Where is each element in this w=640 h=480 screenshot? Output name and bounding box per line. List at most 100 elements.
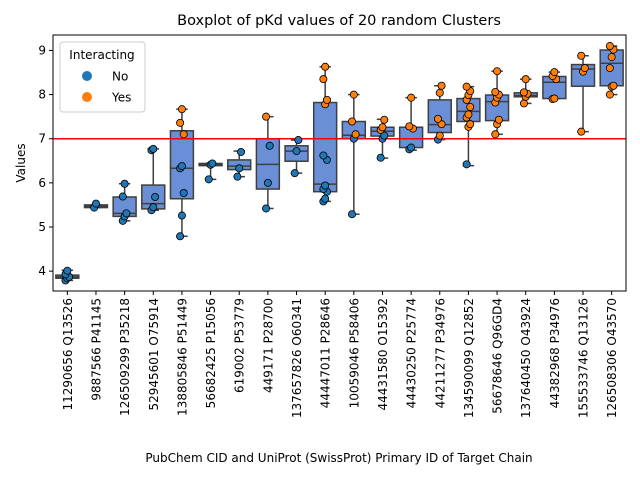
x-tick-label: 137640450 O43924 [519, 298, 533, 418]
data-point [263, 178, 272, 187]
y-tick-label: 5 [38, 220, 46, 234]
data-point [466, 102, 475, 111]
y-tick-label: 4 [38, 264, 46, 278]
x-tick-label: 56678646 Q96GD4 [491, 298, 505, 414]
data-point [435, 131, 444, 140]
data-point [605, 90, 614, 99]
data-point [577, 127, 586, 136]
data-point [120, 179, 129, 188]
plot-area [53, 42, 626, 285]
x-tick-label: 44447011 P28646 [319, 298, 333, 408]
data-point [262, 204, 271, 213]
data-point [322, 95, 331, 104]
x-tick-label: 44431580 O15392 [376, 298, 390, 411]
data-point [292, 147, 301, 156]
x-tick-label: 155533746 Q13126 [577, 298, 591, 418]
data-point [407, 143, 416, 152]
data-point [466, 120, 475, 129]
data-point [577, 51, 586, 60]
legend-label: Yes [111, 91, 131, 105]
data-point [177, 211, 186, 220]
data-point [290, 169, 299, 178]
data-point [462, 160, 471, 169]
data-point [380, 115, 389, 124]
data-point [122, 209, 131, 218]
x-tick-label: 44430250 P25774 [405, 298, 419, 408]
x-tick-label: 11290656 Q13526 [61, 298, 75, 411]
data-point [519, 88, 528, 97]
data-point [550, 68, 559, 77]
x-axis-label: PubChem CID and UniProt (SwissProt) Prim… [145, 451, 532, 465]
data-point [177, 162, 186, 171]
data-point [491, 130, 500, 139]
legend: Interacting No Yes [59, 41, 146, 113]
axes: 4 5 6 7 8 9 11290656 Q13526 9887566 P41145 12650… [38, 34, 627, 418]
data-point [378, 123, 387, 132]
data-point [376, 153, 385, 162]
x-tick-label: 619002 P53779 [233, 298, 247, 393]
data-point [294, 136, 303, 145]
data-point [609, 81, 618, 90]
legend-label: No [112, 70, 128, 84]
data-point [319, 75, 328, 84]
data-point [348, 117, 357, 126]
x-tick-label: 44211277 P34976 [433, 298, 447, 408]
data-point [405, 122, 414, 131]
data-point [462, 82, 471, 91]
x-tick-label: 52945601 O75914 [147, 298, 161, 411]
x-tick-label: 56682425 P15056 [204, 298, 218, 408]
x-tick-label: 10059046 P58406 [347, 298, 361, 408]
data-point [321, 181, 330, 190]
data-point [118, 192, 127, 201]
data-point [149, 203, 158, 212]
data-point [321, 62, 330, 71]
x-tick-label: 9887566 P41145 [89, 298, 103, 401]
data-point [435, 88, 444, 97]
data-point [319, 151, 328, 160]
data-point [433, 114, 442, 123]
x-tick-label: 44382968 P34976 [548, 298, 562, 408]
legend-title: Interacting [69, 48, 134, 62]
data-point [149, 144, 158, 153]
data-point [605, 64, 614, 73]
data-point [204, 175, 213, 184]
data-point [494, 115, 503, 124]
data-point [607, 53, 616, 62]
data-point [235, 164, 244, 173]
data-point [321, 194, 330, 203]
data-point [91, 199, 100, 208]
data-point [491, 87, 500, 96]
x-tick-label: 449171 P28700 [261, 298, 275, 393]
box [312, 101, 338, 193]
y-tick-label: 6 [38, 176, 46, 190]
data-point [351, 130, 360, 139]
data-point [380, 131, 389, 140]
x-tick-label: 126509299 P35218 [118, 298, 132, 416]
data-point [521, 75, 530, 84]
data-point [176, 118, 185, 127]
data-point [519, 99, 528, 108]
data-point [208, 159, 217, 168]
data-point [580, 64, 589, 73]
data-point [265, 141, 274, 150]
data-point [177, 105, 186, 114]
data-point [464, 110, 473, 119]
data-point [437, 81, 446, 90]
data-point [237, 147, 246, 156]
y-tick-label: 7 [38, 132, 46, 146]
data-point [63, 266, 72, 275]
data-point [493, 67, 502, 76]
data-point [179, 130, 188, 139]
plot-frame [52, 34, 627, 292]
data-point [407, 93, 416, 102]
x-tick-label: 126508306 O43570 [605, 298, 619, 418]
data-point [151, 192, 160, 201]
legend-marker [82, 92, 92, 102]
y-axis-label: Values [14, 143, 28, 182]
x-tick-label: 138805846 P51449 [175, 298, 189, 416]
legend-box [59, 41, 146, 113]
data-point [550, 94, 559, 103]
data-point [348, 210, 357, 219]
data-point [262, 112, 271, 121]
